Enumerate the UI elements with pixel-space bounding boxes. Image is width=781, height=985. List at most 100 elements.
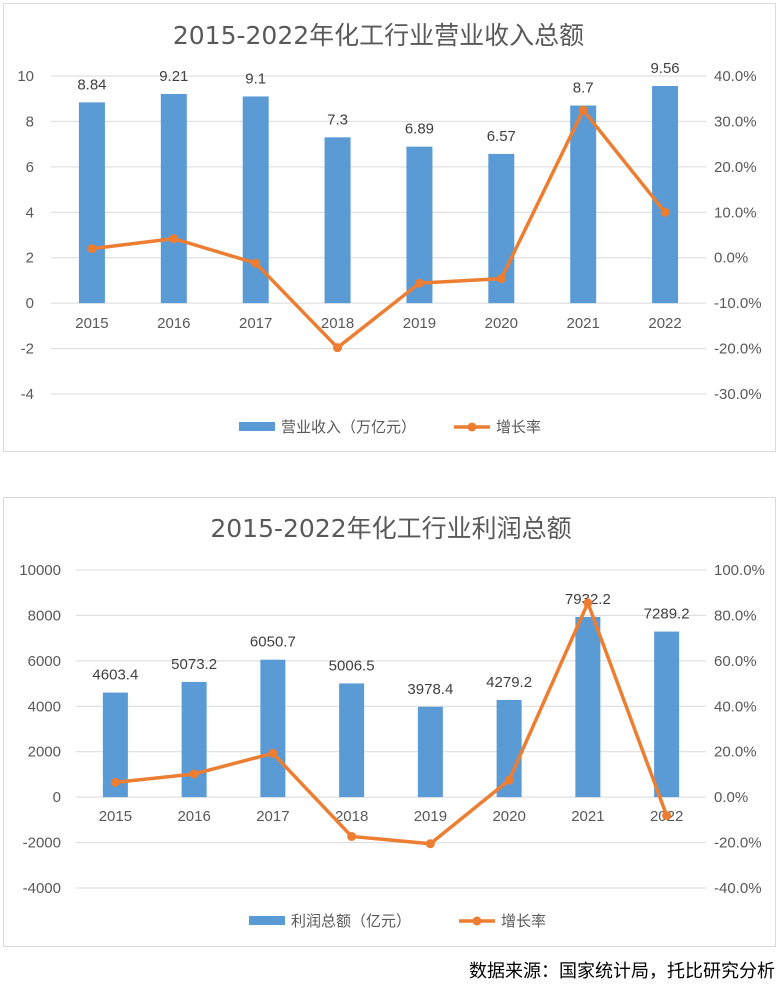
profit-left-tick-label: 6000 [28,653,61,670]
revenue-legend-line-marker [467,422,477,432]
profit-bar-data-label: 5073.2 [171,656,217,673]
revenue-category-label: 2021 [567,315,600,332]
revenue-right-tick-label: 40.0% [714,68,757,85]
revenue-bar-data-label: 7.3 [327,111,348,128]
profit-right-tick-label: 80.0% [714,607,757,624]
profit-bar-data-label: 3978.4 [407,681,453,698]
profit-bar [417,706,443,798]
revenue-bar [242,96,269,304]
revenue-right-tick-label: 10.0% [714,204,757,221]
revenue-left-tick-label: 6 [26,159,34,176]
revenue-growth-line [91,108,667,350]
revenue-legend-line-label: 增长率 [496,418,541,436]
revenue-left-tick-label: 10 [17,68,34,85]
revenue-growth-point [496,274,506,284]
profit-chart: 2015-2022年化工行业利润总额 -4000 -2000 0 2000 4000 600… [19,514,765,930]
profit-category-label: 2020 [492,808,525,825]
revenue-left-tick-label: -4 [21,386,34,403]
profit-left-tick-label: -2000 [23,835,61,852]
profit-bar-data-label: 5006.5 [329,657,375,674]
profit-category-label: 2015 [99,808,132,825]
revenue-legend-bar-label: 营业收入（万亿元） [281,418,416,436]
data-source-note: 数据来源：国家统计局，托比研究分析 [469,961,775,982]
profit-bar [260,659,286,798]
profit-bar-data-label: 4603.4 [92,667,138,684]
revenue-right-tick-label: 30.0% [714,113,757,130]
revenue-category-label: 2022 [648,315,681,332]
revenue-left-tick-label: 0 [26,295,34,312]
revenue-category-label: 2016 [157,315,190,332]
profit-growth-point [189,769,199,779]
profit-left-tick-label: -4000 [23,880,61,897]
profit-category-label: 2018 [335,808,368,825]
profit-category-label: 2016 [177,808,210,825]
revenue-bar [406,146,433,304]
revenue-growth-point [578,105,588,115]
revenue-chart: 2015-2022年化工行业营业收入总额 -4 -2 0 2 4 6 8 10 -30.0% -20… [17,21,762,436]
profit-legend-line-marker [472,916,482,926]
profit-left-tick-label: 8000 [28,607,61,624]
revenue-right-tick-label: 0.0% [714,250,748,267]
revenue-right-tick-label: -30.0% [714,386,762,403]
revenue-category-label: 2018 [321,315,354,332]
revenue-growth-point [169,234,179,244]
profit-bar-data-label: 7289.2 [644,606,690,623]
revenue-bar-data-label: 9.21 [159,68,188,85]
profit-right-tick-label: 0.0% [714,789,748,806]
profit-left-tick-label: 2000 [28,744,61,761]
profit-legend-bar-label: 利润总额（亿元） [291,912,411,930]
revenue-growth-point [414,278,424,288]
revenue-growth-point [660,207,670,217]
revenue-growth-point [87,244,97,254]
revenue-chart-panel: 2015-2022年化工行业营业收入总额 -4 -2 0 2 4 6 8 10 -30.0% -20… [3,3,776,452]
revenue-category-label: 2017 [239,315,272,332]
profit-category-label: 2017 [256,808,289,825]
revenue-left-tick-label: -2 [21,341,34,358]
profit-growth-point [662,811,672,821]
profit-category-label: 2021 [571,808,604,825]
profit-left-tick-label: 10000 [19,562,61,579]
profit-chart-title: 2015-2022年化工行业利润总额 [210,514,571,543]
profit-growth-point [504,775,514,785]
revenue-bar-data-label: 6.57 [487,128,516,145]
profit-bar [575,616,601,798]
revenue-category-label: 2015 [75,315,108,332]
profit-right-tick-label: -20.0% [714,835,762,852]
revenue-chart-title: 2015-2022年化工行业营业收入总额 [173,21,584,50]
profit-legend-line-label: 增长率 [501,912,546,930]
profit-left-tick-label: 4000 [28,698,61,715]
profit-chart-panel: 2015-2022年化工行业利润总额 -4000 -2000 0 2000 4000 600… [3,497,776,947]
revenue-category-label: 2019 [403,315,436,332]
revenue-legend-bar-swatch [239,422,275,431]
profit-left-tick-label: 0 [53,789,61,806]
revenue-bar [324,137,351,304]
profit-growth-point [268,748,278,758]
profit-growth-line [115,601,669,846]
revenue-left-tick-label: 8 [26,113,34,130]
profit-bar [181,681,207,798]
revenue-left-tick-label: 2 [26,250,34,267]
revenue-bar [160,93,187,304]
revenue-bar [570,105,597,304]
revenue-right-tick-label: 20.0% [714,159,757,176]
profit-growth-point [347,831,357,841]
profit-right-tick-label: 40.0% [714,698,757,715]
revenue-right-tick-label: -20.0% [714,341,762,358]
profit-right-tick-label: 60.0% [714,653,757,670]
profit-category-label: 2019 [414,808,447,825]
revenue-growth-point [251,258,261,268]
revenue-bar-data-label: 6.89 [405,121,434,138]
profit-growth-point [583,598,593,608]
profit-bar-data-label: 6050.7 [250,634,296,651]
profit-right-tick-label: 100.0% [714,562,765,579]
revenue-left-tick-label: 4 [26,204,34,221]
profit-right-tick-label: 20.0% [714,744,757,761]
profit-bar-data-label: 4279.2 [486,674,532,691]
profit-bar [654,631,680,798]
revenue-bar-data-label: 9.1 [245,70,266,87]
profit-legend-bar-swatch [249,916,285,925]
profit-growth-point [425,839,435,849]
revenue-bar-data-label: 9.56 [650,60,679,77]
revenue-bar-data-label: 8.84 [77,76,106,93]
profit-right-tick-label: -40.0% [714,880,762,897]
